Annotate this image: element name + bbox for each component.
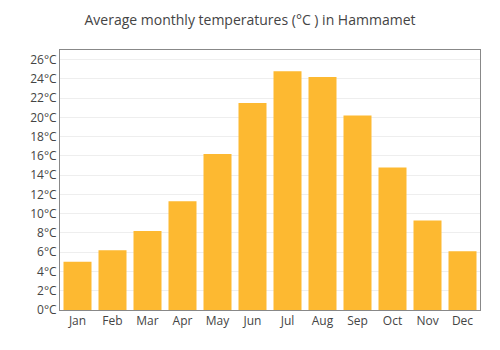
svg-text:8°C: 8°C xyxy=(37,224,57,241)
svg-text:Aug: Aug xyxy=(312,312,334,329)
svg-text:12°C: 12°C xyxy=(30,186,57,203)
svg-text:18°C: 18°C xyxy=(30,128,57,145)
svg-text:Mar: Mar xyxy=(136,312,158,329)
svg-text:Feb: Feb xyxy=(102,312,122,329)
svg-text:Apr: Apr xyxy=(173,312,193,329)
svg-text:Jan: Jan xyxy=(68,312,86,329)
svg-text:26°C: 26°C xyxy=(30,51,57,68)
svg-text:22°C: 22°C xyxy=(30,89,57,106)
svg-text:Nov: Nov xyxy=(416,312,438,329)
svg-text:16°C: 16°C xyxy=(30,147,57,164)
svg-text:10°C: 10°C xyxy=(30,205,57,222)
svg-text:May: May xyxy=(206,312,230,329)
svg-text:Jul: Jul xyxy=(280,312,295,329)
svg-text:Jun: Jun xyxy=(243,312,262,329)
svg-text:Average monthly temperatures (: Average monthly temperatures (°C ) in Ha… xyxy=(85,10,416,29)
svg-text:Sep: Sep xyxy=(347,312,368,329)
svg-text:4°C: 4°C xyxy=(37,263,57,280)
svg-text:Dec: Dec xyxy=(452,312,473,329)
svg-text:6°C: 6°C xyxy=(37,243,57,260)
svg-text:Oct: Oct xyxy=(383,312,402,329)
svg-text:0°C: 0°C xyxy=(37,301,57,318)
svg-text:24°C: 24°C xyxy=(30,70,57,87)
svg-text:20°C: 20°C xyxy=(30,109,57,126)
svg-text:2°C: 2°C xyxy=(37,282,57,299)
svg-text:14°C: 14°C xyxy=(30,166,57,183)
